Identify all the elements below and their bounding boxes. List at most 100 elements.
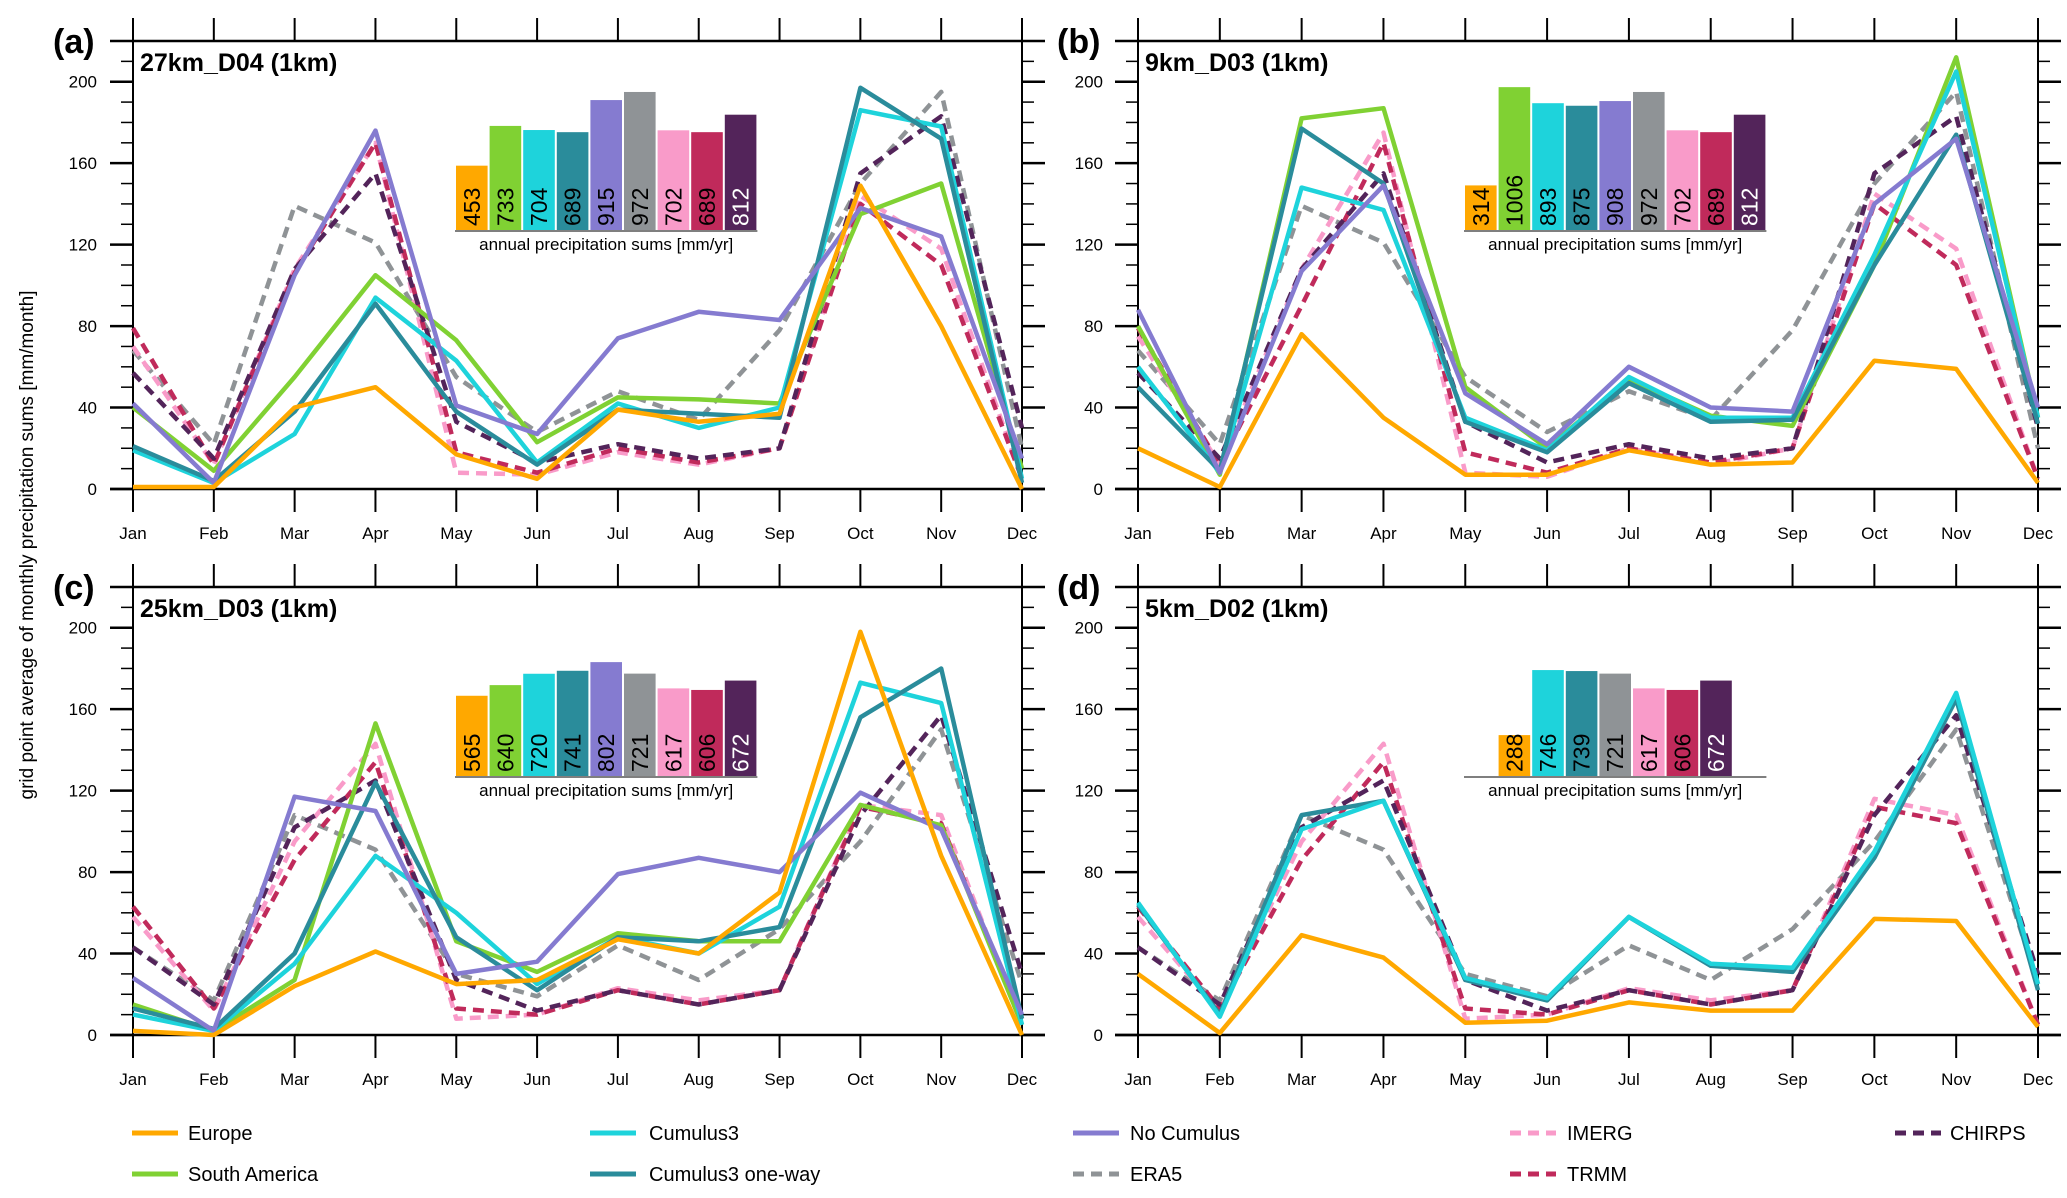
- annual-bar-era5: [1599, 673, 1631, 776]
- x-tick-label: Oct: [1861, 524, 1888, 543]
- annual-bar-trmm: [1700, 132, 1732, 230]
- legend-label: IMERG: [1567, 1123, 1633, 1145]
- annual-bar-value: 1006: [1501, 175, 1527, 226]
- annual-bar-value: 721: [1602, 734, 1628, 772]
- panel-d: Jan Feb Mar Apr May Jun Jul Aug Sep Oct Nov Dec 0 40 8…: [1057, 564, 2061, 1089]
- annual-bar-value: 741: [560, 734, 586, 772]
- x-tick-label: Jul: [607, 1070, 629, 1089]
- x-tick-label: May: [1449, 524, 1482, 543]
- annual-bar-chirps: [1733, 114, 1766, 230]
- series-line-cumulus3-one-way: [1136, 126, 2041, 473]
- x-tick-label: Jun: [523, 1070, 550, 1089]
- annual-bar-trmm: [1666, 689, 1699, 776]
- x-tick-label: Dec: [1007, 524, 1038, 543]
- annual-bar-value: 875: [1569, 188, 1595, 226]
- annual-bar-value: 689: [1703, 188, 1729, 226]
- x-tick-label: Mar: [280, 1070, 310, 1089]
- panel-a: Jan Feb Mar Apr May Jun Jul Aug Sep Oct Nov Dec 0 40 8…: [53, 18, 1045, 543]
- panel-title: 9km_D03 (1km): [1145, 49, 1328, 77]
- x-tick-label: Jun: [1533, 1070, 1560, 1089]
- y-tick-label: 80: [78, 317, 97, 336]
- x-tick-label: Oct: [1861, 1070, 1888, 1089]
- annual-bar-value: 702: [660, 188, 686, 226]
- y-tick-label: 200: [69, 619, 97, 638]
- series-line-europe: [1136, 916, 2040, 1036]
- y-tick-label: 80: [1084, 863, 1103, 882]
- annual-bar-era5: [624, 91, 656, 230]
- series-line-era5: [1136, 89, 2041, 449]
- series-line-cumulus3: [132, 107, 1025, 486]
- x-tick-label: Nov: [926, 1070, 957, 1089]
- x-tick-label: Oct: [847, 524, 874, 543]
- x-tick-label: May: [1449, 1070, 1482, 1089]
- inset-label: annual precipitation sums [mm/yr]: [479, 235, 733, 254]
- x-tick-label: Nov: [1941, 524, 1972, 543]
- annual-bar-value: 802: [593, 734, 619, 772]
- x-tick-label: Aug: [684, 524, 714, 543]
- annual-bar-value: 720: [526, 734, 552, 772]
- annual-bar-value: 746: [1535, 734, 1561, 772]
- x-tick-label: Aug: [1696, 524, 1726, 543]
- y-tick-label: 120: [69, 236, 97, 255]
- panel-c: Jan Feb Mar Apr May Jun Jul Aug Sep Oct Nov Dec 0 40 8…: [53, 564, 1045, 1089]
- x-tick-label: Jun: [523, 524, 550, 543]
- y-tick-label: 80: [1084, 317, 1103, 336]
- annual-bar-trmm: [691, 689, 723, 776]
- x-tick-label: Apr: [1370, 524, 1397, 543]
- annual-bar-europe: [456, 695, 488, 776]
- annual-bar-value: 672: [1703, 734, 1729, 772]
- x-tick-label: Jan: [1124, 524, 1151, 543]
- legend-item-chirps: CHIRPS: [1895, 1123, 2026, 1145]
- x-tick-label: Sep: [764, 1070, 794, 1089]
- x-tick-label: Apr: [1370, 1070, 1397, 1089]
- x-tick-label: Dec: [2023, 524, 2054, 543]
- annual-bar-imerg: [657, 130, 690, 230]
- annual-bar-value: 721: [627, 734, 653, 772]
- annual-bar-cumulus3: [523, 130, 555, 230]
- series-line-cumulus3-one-way: [132, 666, 1025, 1032]
- annual-bar-trmm: [691, 132, 723, 230]
- panel-title: 5km_D02 (1km): [1145, 595, 1328, 623]
- panel-b: Jan Feb Mar Apr May Jun Jul Aug Sep Oct Nov Dec 0 40 8…: [1057, 18, 2061, 543]
- annual-bar-imerg: [657, 688, 690, 776]
- annual-sum-inset: 314 1006 893 875 908 972 702 689 812 annual preci…: [1464, 87, 1767, 254]
- legend-label: South America: [188, 1164, 319, 1186]
- y-tick-label: 40: [1084, 945, 1103, 964]
- annual-bar-imerg: [1633, 688, 1665, 776]
- annual-bar-europe: [1498, 735, 1531, 776]
- annual-bar-value: 704: [526, 187, 552, 226]
- annual-bar-value: 689: [694, 188, 720, 226]
- legend-item-no-cumulus: No Cumulus: [1073, 1123, 1240, 1145]
- series-line-chirps: [131, 713, 1025, 1013]
- annual-bar-chirps: [724, 114, 757, 230]
- x-tick-label: Jan: [119, 1070, 146, 1089]
- annual-bar-value: 689: [560, 188, 586, 226]
- series-line-europe: [133, 183, 1025, 490]
- annual-bar-value: 733: [492, 188, 518, 226]
- y-tick-label: 160: [69, 700, 97, 719]
- y-tick-label: 160: [1075, 154, 1103, 173]
- legend-item-trmm: TRMM: [1510, 1164, 1627, 1186]
- y-tick-label: 160: [1075, 700, 1103, 719]
- annual-bar-chirps: [724, 680, 757, 776]
- annual-bar-no-cumulus: [1599, 101, 1631, 231]
- x-tick-label: Feb: [199, 524, 228, 543]
- legend-label: No Cumulus: [1130, 1123, 1240, 1145]
- annual-bar-chirps: [1700, 680, 1732, 776]
- y-tick-label: 200: [69, 73, 97, 92]
- x-tick-label: Nov: [926, 524, 957, 543]
- annual-bar-europe: [1465, 185, 1497, 230]
- inset-label: annual precipitation sums [mm/yr]: [479, 781, 733, 800]
- x-tick-label: Oct: [847, 1070, 874, 1089]
- annual-bar-cumulus3: [1532, 103, 1564, 230]
- panel-label: (c): [53, 569, 95, 607]
- legend-label: ERA5: [1130, 1164, 1182, 1186]
- x-tick-label: Dec: [1007, 1070, 1038, 1089]
- annual-bar-value: 915: [593, 188, 619, 226]
- annual-bar-value: 606: [1669, 734, 1695, 772]
- y-tick-label: 120: [1075, 236, 1103, 255]
- annual-bar-cumulus3: [523, 673, 555, 776]
- x-tick-label: Jan: [119, 524, 146, 543]
- annual-bar-value: 812: [728, 188, 754, 226]
- legend-item-era5: ERA5: [1073, 1164, 1182, 1186]
